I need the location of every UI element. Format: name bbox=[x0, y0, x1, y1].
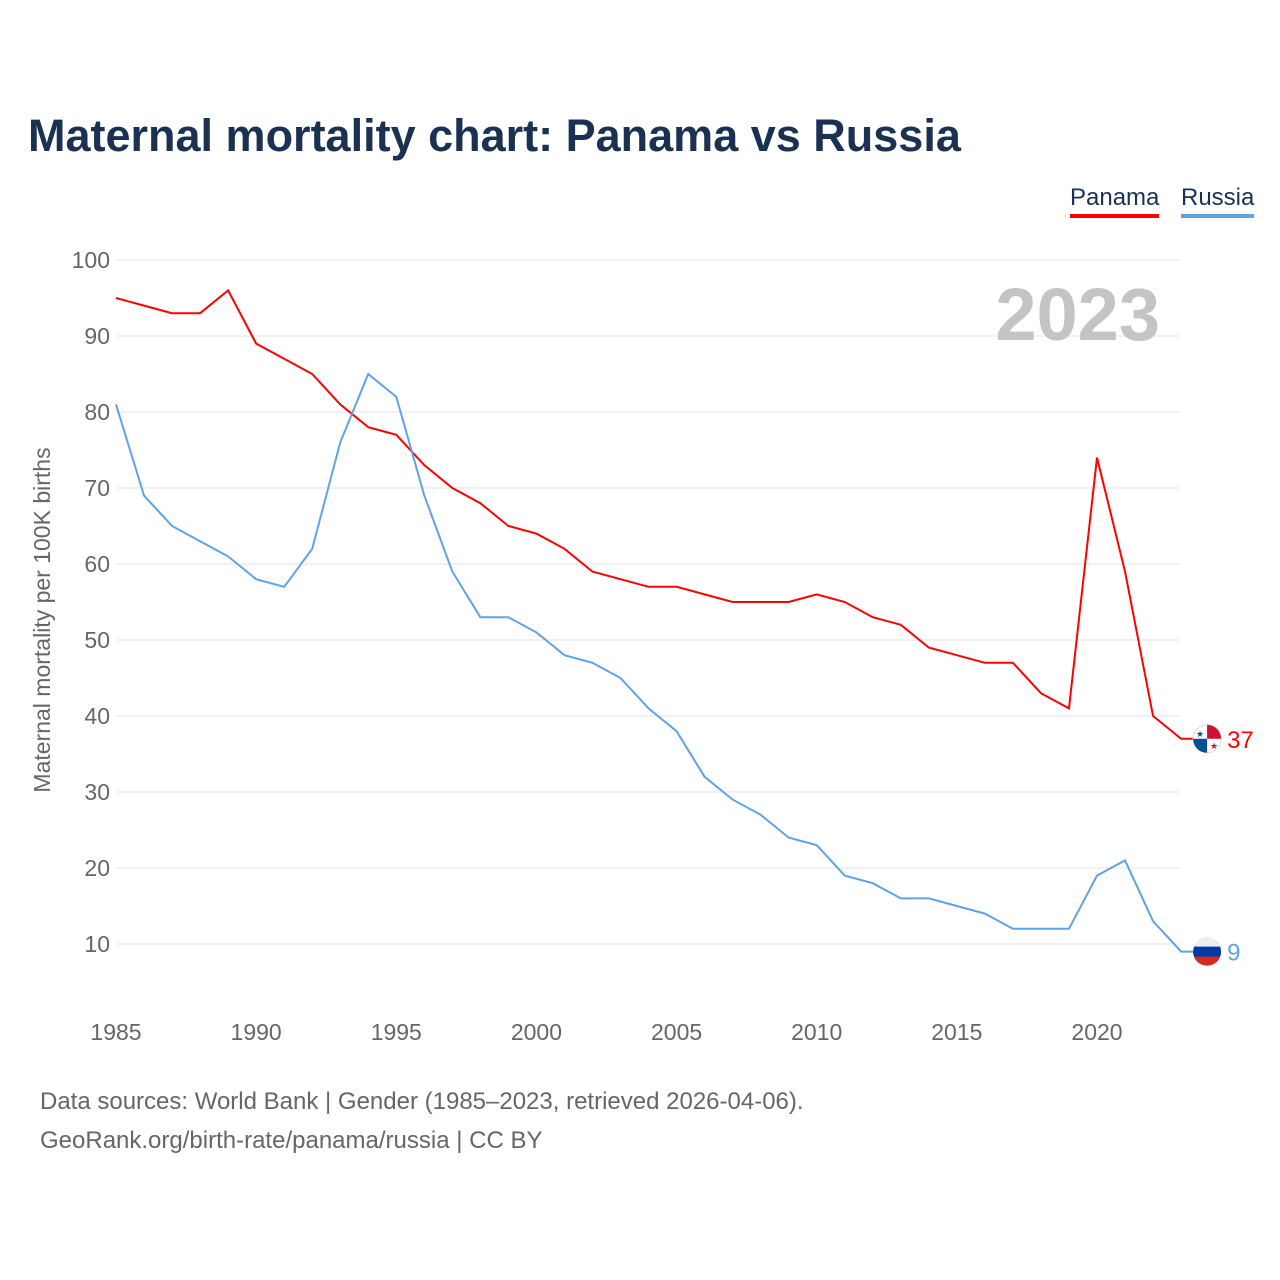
x-tick-label: 2000 bbox=[511, 1019, 562, 1045]
y-tick-label: 80 bbox=[84, 399, 110, 425]
y-tick-label: 70 bbox=[84, 475, 110, 501]
y-tick-label: 60 bbox=[84, 551, 110, 577]
y-tick-label: 90 bbox=[84, 323, 110, 349]
star-icon: ★ bbox=[1210, 741, 1218, 751]
star-icon: ★ bbox=[1196, 729, 1204, 739]
y-tick-label: 40 bbox=[84, 703, 110, 729]
legend-russia[interactable]: Russia bbox=[1181, 184, 1255, 218]
year-label: 2023 bbox=[995, 273, 1160, 356]
series-line-panama bbox=[115, 288, 1208, 740]
y-tick-label: 20 bbox=[84, 855, 110, 881]
legend-panama[interactable]: Panama bbox=[1070, 184, 1160, 218]
y-tick-label: 30 bbox=[84, 779, 110, 805]
russia-flag-red-band bbox=[1193, 956, 1221, 966]
panama-flag-blue-quarter bbox=[1193, 738, 1208, 753]
data-sources: Data sources: World Bank | Gender (1985–… bbox=[40, 1088, 804, 1115]
y-tick-label: 10 bbox=[84, 931, 110, 957]
y-axis-label: Maternal mortality per 100K births bbox=[29, 447, 55, 792]
credit-link[interactable]: GeoRank.org/birth-rate/panama/russia | C… bbox=[40, 1127, 543, 1154]
x-tick-label: 2005 bbox=[651, 1019, 702, 1045]
y-tick-label: 100 bbox=[72, 247, 110, 273]
end-value-label-panama: 37 bbox=[1227, 727, 1254, 754]
x-tick-label: 1985 bbox=[90, 1019, 141, 1045]
russia-flag-white bbox=[1193, 946, 1195, 952]
panama-flag-red-quarter bbox=[1207, 724, 1222, 739]
chart-title: Maternal mortality chart: Panama vs Russ… bbox=[28, 110, 961, 161]
x-tick-label: 2015 bbox=[931, 1019, 982, 1045]
series-line-russia bbox=[115, 372, 1208, 953]
russia-flag-white-band bbox=[1193, 937, 1221, 947]
y-tick-label: 50 bbox=[84, 627, 110, 653]
x-tick-label: 1990 bbox=[231, 1019, 282, 1045]
line-chart: 10 20 30 40 50 60 70 80 90 100 1985 1990 1995 2000 200… bbox=[29, 247, 1254, 1045]
x-tick-label: 2020 bbox=[1071, 1019, 1122, 1045]
x-tick-label: 1995 bbox=[371, 1019, 422, 1045]
x-tick-label: 2010 bbox=[791, 1019, 842, 1045]
end-value-label-russia: 9 bbox=[1227, 940, 1240, 967]
